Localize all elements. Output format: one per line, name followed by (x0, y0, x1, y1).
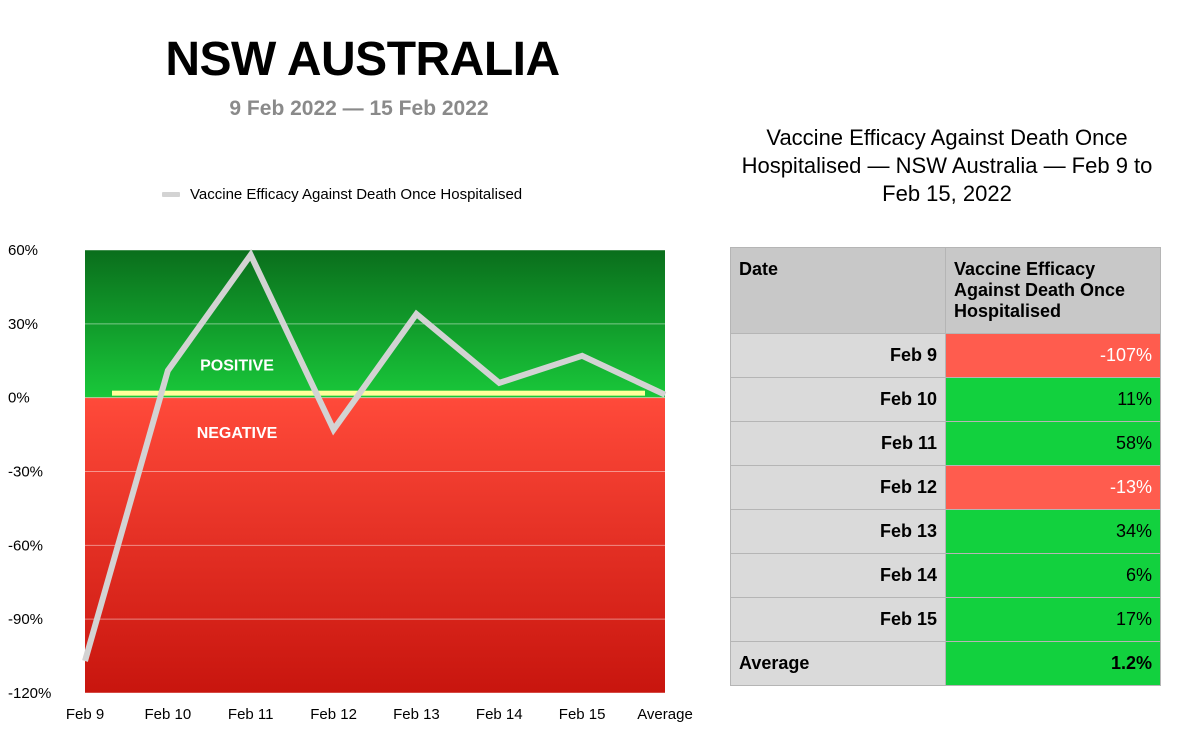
y-tick-label: -60% (8, 537, 43, 554)
y-tick-label: -120% (8, 685, 51, 702)
row-date: Feb 15 (730, 597, 946, 642)
negative-region-label: NEGATIVE (197, 425, 278, 442)
average-row: Average 1.2% (730, 641, 1161, 686)
row-efficacy-value: 58% (945, 421, 1161, 466)
efficacy-series-line (82, 249, 667, 662)
table-row: Feb 15 17% (730, 597, 1161, 642)
y-tick-label: 60% (8, 242, 38, 259)
table-body: Feb 9 -107% Feb 10 11% Feb 11 58% Feb 12 -13% Fe… (730, 333, 1161, 686)
y-tick-label: 30% (8, 316, 38, 333)
row-date: Feb 11 (730, 421, 946, 466)
row-date: Feb 9 (730, 333, 946, 378)
row-efficacy-value: -13% (945, 465, 1161, 510)
row-date: Feb 14 (730, 553, 946, 598)
x-tick-label: Feb 9 (66, 706, 104, 723)
header-date: Date (730, 247, 946, 334)
chart-legend: Vaccine Efficacy Against Death Once Hosp… (162, 186, 522, 203)
legend-label: Vaccine Efficacy Against Death Once Hosp… (190, 186, 523, 203)
table-row: Feb 10 11% (730, 377, 1161, 422)
negative-region (85, 397, 665, 693)
efficacy-table: Date Vaccine Efficacy Against Death Once… (730, 247, 1161, 686)
x-tick-label: Feb 11 (228, 706, 274, 723)
date-range-subtitle: 9 Feb 2022 — 15 Feb 2022 (229, 97, 489, 120)
table-row: Feb 12 -13% (730, 465, 1161, 510)
table-row: Feb 14 6% (730, 553, 1161, 598)
y-tick-label: -30% (8, 464, 43, 481)
x-tick-label: Feb 15 (559, 706, 606, 723)
row-date: Feb 10 (730, 377, 946, 422)
x-tick-label: Feb 14 (476, 706, 523, 723)
average-label: Average (730, 641, 946, 686)
row-date: Feb 12 (730, 465, 946, 510)
legend-line-swatch (162, 192, 180, 197)
table-header-row: Date Vaccine Efficacy Against Death Once… (730, 247, 1161, 334)
y-tick-label: 0% (8, 390, 30, 407)
average-value: 1.2% (945, 641, 1161, 686)
positive-region-label: POSITIVE (200, 358, 274, 375)
table-row: Feb 11 58% (730, 421, 1161, 466)
efficacy-line-chart: 60% 30% 0% -30% -60% -90% -120% POSITIVE NEGATIV… (8, 242, 693, 723)
row-efficacy-value: 34% (945, 509, 1161, 554)
row-efficacy-value: -107% (945, 333, 1161, 378)
table-title: Vaccine Efficacy Against Death Once Hosp… (741, 125, 1153, 206)
row-efficacy-value: 17% (945, 597, 1161, 642)
page-title: NSW AUSTRALIA (165, 33, 560, 86)
x-tick-label: Average (637, 706, 693, 723)
zero-threshold-band (112, 390, 645, 396)
header-efficacy: Vaccine Efficacy Against Death Once Hosp… (945, 247, 1161, 334)
x-tick-label: Feb 10 (145, 706, 192, 723)
x-tick-label: Feb 12 (310, 706, 357, 723)
x-tick-label: Feb 13 (393, 706, 440, 723)
table-row: Feb 13 34% (730, 509, 1161, 554)
row-efficacy-value: 6% (945, 553, 1161, 598)
row-efficacy-value: 11% (945, 377, 1161, 422)
row-date: Feb 13 (730, 509, 946, 554)
y-tick-label: -90% (8, 611, 43, 628)
table-row: Feb 9 -107% (730, 333, 1161, 378)
